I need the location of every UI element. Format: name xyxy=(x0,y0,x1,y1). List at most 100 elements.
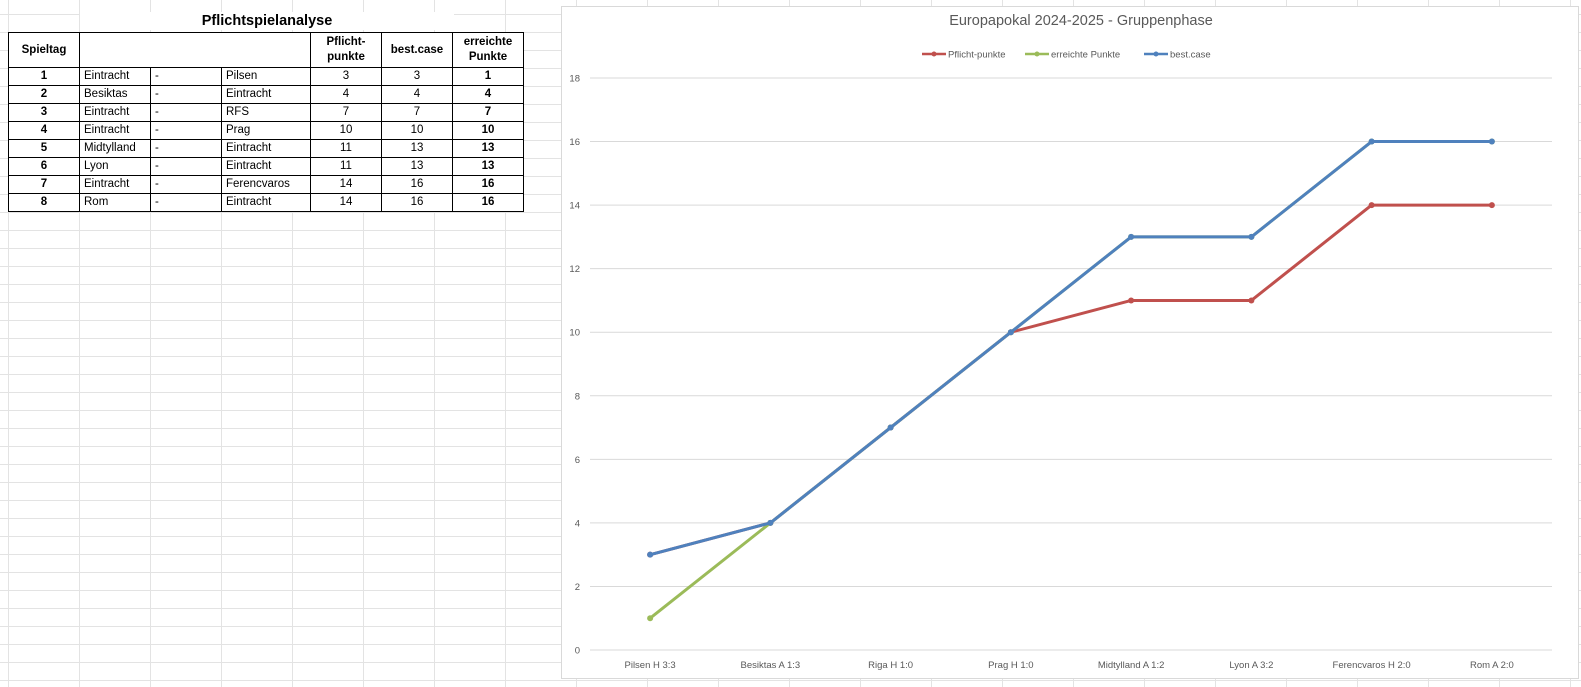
cell-best-case[interactable]: 13 xyxy=(381,157,453,176)
cell-spieltag[interactable]: 4 xyxy=(8,121,80,140)
x-tick-label-5: Midtylland A 1:2 xyxy=(1098,660,1165,671)
cell-pflichtpunkte[interactable]: 3 xyxy=(310,67,382,86)
cell-spieltag[interactable]: 2 xyxy=(8,85,80,104)
cell-away-team[interactable]: Ferencvaros xyxy=(221,175,311,194)
cell-best-case[interactable]: 13 xyxy=(381,139,453,158)
data-point-s3-4 xyxy=(1007,329,1014,336)
cell-home-team[interactable]: Lyon xyxy=(79,157,151,176)
cell-erreichte-punkte[interactable]: 1 xyxy=(452,67,524,86)
cell-erreichte-punkte[interactable]: 13 xyxy=(452,157,524,176)
cell-away-team[interactable]: Eintracht xyxy=(221,193,311,212)
cell-spieltag[interactable]: 6 xyxy=(8,157,80,176)
cell-separator[interactable]: - xyxy=(150,103,222,122)
cell-erreichte-punkte[interactable]: 16 xyxy=(452,193,524,212)
data-point-s3-7 xyxy=(1368,138,1375,145)
header-pflichtpunkte[interactable]: Pflicht- punkte xyxy=(310,32,382,68)
cell-pflichtpunkte[interactable]: 10 xyxy=(310,121,382,140)
header-erreicht-line2: Punkte xyxy=(468,51,508,63)
cell-best-case[interactable]: 3 xyxy=(381,67,453,86)
cell-home-team[interactable]: Besiktas xyxy=(79,85,151,104)
header-erreichte-punkte[interactable]: erreichte Punkte xyxy=(452,32,524,68)
cell-erreichte-punkte[interactable]: 10 xyxy=(452,121,524,140)
cell-best-case[interactable]: 10 xyxy=(381,121,453,140)
cell-home-team[interactable]: Eintracht xyxy=(79,121,151,140)
cell-home-team[interactable]: Rom xyxy=(79,193,151,212)
header-best-case[interactable]: best.case xyxy=(381,32,453,68)
table-row: 2 Besiktas - Eintracht 4 4 4 xyxy=(8,85,524,104)
series-line-1 xyxy=(648,203,1494,557)
cell-erreichte-punkte[interactable]: 16 xyxy=(452,175,524,194)
data-point-s2-1 xyxy=(647,615,654,622)
cell-spieltag[interactable]: 3 xyxy=(8,103,80,122)
data-point-s3-8 xyxy=(1488,138,1495,145)
cell-home-team[interactable]: Eintracht xyxy=(79,103,151,122)
cell-pflichtpunkte[interactable]: 7 xyxy=(310,103,382,122)
cell-best-case[interactable]: 4 xyxy=(381,85,453,104)
cell-spieltag[interactable]: 1 xyxy=(8,67,80,86)
cell-erreichte-punkte[interactable]: 13 xyxy=(452,139,524,158)
cell-away-team[interactable]: Eintracht xyxy=(221,139,311,158)
cell-separator[interactable]: - xyxy=(150,121,222,140)
chart-title: Europapokal 2024-2025 - Gruppenphase xyxy=(949,13,1213,29)
x-tick-label-4: Prag H 1:0 xyxy=(988,660,1033,671)
cell-erreichte-punkte[interactable]: 4 xyxy=(452,85,524,104)
table-row: 1 Eintracht - Pilsen 3 3 1 xyxy=(8,67,524,86)
table-title: Pflichtspielanalyse xyxy=(80,12,454,30)
header-spieltag[interactable]: Spieltag xyxy=(8,32,80,68)
data-point-s3-6 xyxy=(1248,233,1255,240)
y-tick-label-4: 4 xyxy=(575,518,580,529)
legend-marker-2 xyxy=(1034,51,1040,57)
cell-away-team[interactable]: Prag xyxy=(221,121,311,140)
x-tick-label-8: Rom A 2:0 xyxy=(1470,660,1514,671)
data-point-s1-5 xyxy=(1128,297,1135,304)
cell-spieltag[interactable]: 7 xyxy=(8,175,80,194)
cell-away-team[interactable]: Eintracht xyxy=(221,85,311,104)
cell-pflichtpunkte[interactable]: 11 xyxy=(310,139,382,158)
y-tick-label-2: 2 xyxy=(575,582,580,593)
y-tick-label-16: 16 xyxy=(569,137,580,148)
cell-pflichtpunkte[interactable]: 11 xyxy=(310,157,382,176)
cell-home-team[interactable]: Eintracht xyxy=(79,175,151,194)
cell-away-team[interactable]: Pilsen xyxy=(221,67,311,86)
cell-separator[interactable]: - xyxy=(150,139,222,158)
cell-separator[interactable]: - xyxy=(150,193,222,212)
data-point-s1-6 xyxy=(1248,297,1255,304)
header-match[interactable] xyxy=(79,32,311,68)
table-row: 5 Midtylland - Eintracht 11 13 13 xyxy=(8,139,524,158)
y-tick-label-6: 6 xyxy=(575,455,580,466)
cell-pflichtpunkte[interactable]: 14 xyxy=(310,193,382,212)
legend-marker-1 xyxy=(931,51,937,57)
cell-pflichtpunkte[interactable]: 4 xyxy=(310,85,382,104)
cell-separator[interactable]: - xyxy=(150,157,222,176)
cell-pflichtpunkte[interactable]: 14 xyxy=(310,175,382,194)
cell-spieltag[interactable]: 5 xyxy=(8,139,80,158)
chart-area[interactable]: Europapokal 2024-2025 - Gruppenphase Pfli… xyxy=(561,6,1579,679)
cell-separator[interactable]: - xyxy=(150,85,222,104)
cell-best-case[interactable]: 16 xyxy=(381,193,453,212)
legend-label-3: best.case xyxy=(1170,50,1211,61)
cell-home-team[interactable]: Eintracht xyxy=(79,67,151,86)
cell-best-case[interactable]: 7 xyxy=(381,103,453,122)
series-line-2 xyxy=(648,140,1494,620)
header-erreicht-line1: erreichte xyxy=(463,36,513,48)
y-tick-label-8: 8 xyxy=(575,391,580,402)
table-header-row: Spieltag Pflicht- punkte best.case errei… xyxy=(8,32,524,68)
table-row: 7 Eintracht - Ferencvaros 14 16 16 xyxy=(8,175,524,194)
cell-separator[interactable]: - xyxy=(150,175,222,194)
cell-erreichte-punkte[interactable]: 7 xyxy=(452,103,524,122)
x-tick-label-1: Pilsen H 3:3 xyxy=(625,660,676,671)
cell-away-team[interactable]: RFS xyxy=(221,103,311,122)
legend-marker-3 xyxy=(1153,51,1159,57)
data-point-s1-7 xyxy=(1368,202,1375,209)
cell-away-team[interactable]: Eintracht xyxy=(221,157,311,176)
cell-separator[interactable]: - xyxy=(150,67,222,86)
y-tick-label-14: 14 xyxy=(569,201,580,212)
cell-best-case[interactable]: 16 xyxy=(381,175,453,194)
x-tick-label-7: Ferencvaros H 2:0 xyxy=(1333,660,1411,671)
legend-label-2: erreichte Punkte xyxy=(1051,50,1120,61)
header-pflicht-line2: punkte xyxy=(327,51,365,63)
cell-spieltag[interactable]: 8 xyxy=(8,193,80,212)
cell-home-team[interactable]: Midtylland xyxy=(79,139,151,158)
data-point-s3-3 xyxy=(887,424,894,431)
table-header: Spieltag Pflicht- punkte best.case errei… xyxy=(8,32,524,68)
